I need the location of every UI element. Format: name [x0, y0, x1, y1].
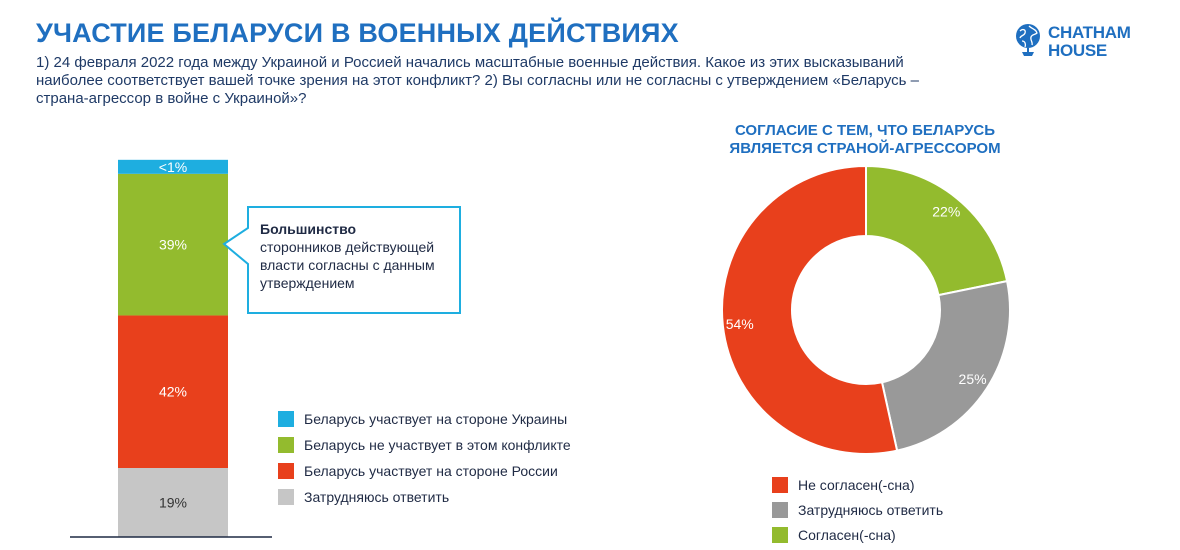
annotation-callout: Большинство сторонников действующей влас…: [222, 206, 461, 314]
bar-segment: [118, 159, 228, 174]
legend-swatch: [772, 477, 788, 493]
page-subtitle: 1) 24 февраля 2022 года между Украиной и…: [36, 54, 919, 107]
legend-swatch: [278, 489, 294, 505]
legend-swatch: [278, 411, 294, 427]
logo-text-line1: CHATHAM: [1048, 23, 1131, 42]
donut-title: СОГЛАСИЕ С ТЕМ, ЧТО БЕЛАРУСЬ ЯВЛЯЕТСЯ СТ…: [729, 122, 1001, 157]
legend-label: Согласен(-сна): [798, 527, 896, 543]
legend-swatch: [772, 527, 788, 543]
bar-data-label: 19%: [159, 494, 187, 510]
callout-bold-text: Большинство: [260, 221, 357, 237]
callout-border: [222, 206, 461, 314]
legend-label: Не согласен(-сна): [798, 477, 915, 493]
legend-label: Беларусь не участвует в этом конфликте: [304, 437, 571, 453]
bar-segment: [118, 467, 228, 537]
page-title: УЧАСТИЕ БЕЛАРУСИ В ВОЕННЫХ ДЕЙСТВИЯХ: [36, 18, 679, 48]
bar-segment: [118, 315, 228, 468]
donut-data-label: 25%: [959, 371, 987, 387]
legend-swatch: [278, 437, 294, 453]
donut-chart: 22% 25% 54%: [721, 164, 1012, 455]
legend-label: Беларусь участвует на стороне России: [304, 463, 558, 479]
donut-slice: [721, 164, 899, 455]
legend-label: Затрудняюсь ответить: [798, 502, 944, 518]
donut-slice: [865, 164, 1009, 297]
bar-data-label: <1%: [159, 159, 187, 175]
stacked-bar-chart: 19% 42% 39% <1%: [70, 159, 272, 538]
legend-label: Беларусь участвует на стороне Украины: [304, 411, 568, 427]
chatham-house-logo: CHATHAM HOUSE: [1014, 22, 1164, 66]
logo-text-line2: HOUSE: [1048, 41, 1107, 60]
callout-text: Большинство сторонников действующей влас…: [260, 220, 456, 292]
bar-data-label: 39%: [159, 237, 187, 253]
legend-swatch: [278, 463, 294, 479]
callout-body-text: сторонников действующей власти согласны …: [260, 239, 435, 291]
bar-data-label: 42%: [159, 384, 187, 400]
donut-data-label: 54%: [726, 316, 754, 332]
legend-label: Затрудняюсь ответить: [304, 489, 450, 505]
globe-icon: [1016, 24, 1040, 56]
bar-segment: [118, 173, 228, 316]
legend-swatch: [772, 502, 788, 518]
donut-slice: [880, 279, 1012, 452]
donut-data-label: 22%: [932, 204, 960, 220]
